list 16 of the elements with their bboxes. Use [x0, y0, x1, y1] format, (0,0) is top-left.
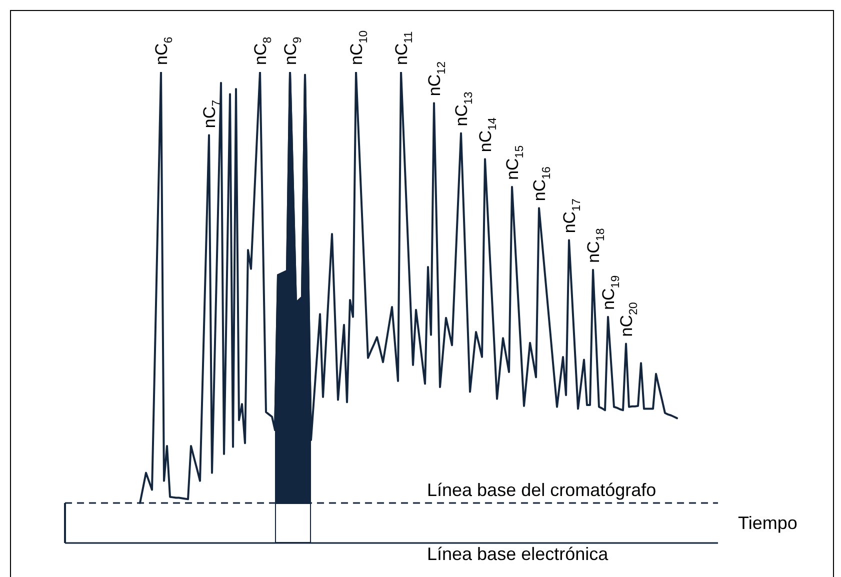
annotation: nC10	[347, 30, 370, 65]
annotation: nC12	[425, 62, 448, 96]
annotation: nC14	[476, 116, 500, 152]
annotation: nC16	[530, 166, 554, 202]
annotation: nC6	[152, 36, 176, 65]
annotation: nC18	[584, 228, 608, 263]
ref-line-label: Línea base electrónica	[427, 544, 610, 564]
annotation: nC7	[200, 100, 224, 128]
annotation: nC8	[251, 36, 274, 65]
annotation: nC17	[560, 198, 584, 234]
annotation: nC11	[392, 31, 416, 65]
annotation: nC15	[503, 145, 526, 180]
ref-line-label: Línea base del cromatógrafo	[427, 480, 656, 500]
annotation: nC13	[452, 92, 476, 126]
annotation: nC9	[281, 36, 304, 65]
x-axis-title: Tiempo	[738, 512, 798, 533]
